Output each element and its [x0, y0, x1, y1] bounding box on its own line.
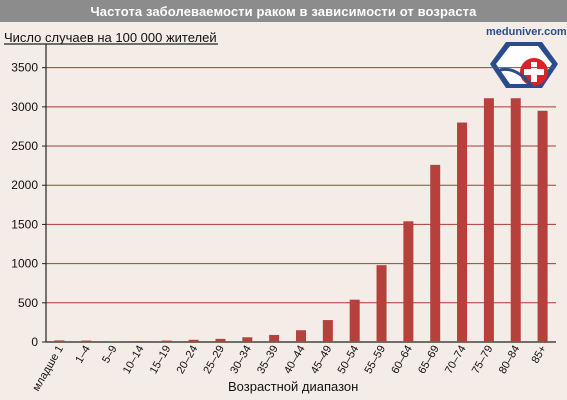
x-axis-label: Возрастной диапазон — [228, 379, 359, 394]
bar-11 — [322, 320, 333, 342]
bar-13 — [376, 265, 387, 342]
bar-10 — [296, 330, 306, 342]
x-tick-label: 15–19 — [148, 344, 174, 376]
meduniver-logo-icon — [490, 42, 558, 88]
bar-16 — [457, 122, 468, 342]
x-tick-label: 1–4 — [73, 344, 93, 366]
x-tick-label: 5–9 — [100, 344, 120, 366]
x-tick-label: 45–49 — [309, 344, 335, 376]
y-axis-label: Число случаев на 100 000 жителей — [4, 30, 217, 45]
bar-3 — [108, 341, 119, 342]
x-tick-label: 85+ — [529, 344, 549, 366]
x-tick-label: 25–29 — [201, 344, 227, 376]
bar-4 — [134, 341, 145, 342]
chart-title: Частота заболеваемости раком в зависимос… — [0, 0, 567, 22]
bar-5 — [161, 340, 172, 342]
bar-15 — [430, 164, 441, 342]
x-tick-label: младше 1 — [30, 344, 66, 394]
bar-2 — [81, 340, 92, 342]
bar-1 — [54, 340, 65, 342]
y-tick-label: 500 — [18, 296, 38, 310]
bar-6 — [188, 339, 199, 342]
bar-14 — [403, 221, 414, 342]
logo-text: meduniver.com — [486, 26, 567, 38]
x-tick-label: 30–34 — [228, 344, 254, 376]
x-tick-label: 35–39 — [255, 344, 281, 376]
bar-8 — [242, 337, 253, 342]
bar-9 — [269, 334, 280, 342]
y-tick-label: 3000 — [11, 100, 38, 114]
x-tick-label: 70–74 — [443, 344, 469, 376]
x-tick-label: 65–69 — [416, 344, 442, 376]
y-tick-label: 3500 — [11, 61, 38, 75]
x-tick-label: 55–59 — [362, 344, 388, 376]
x-tick-label: 80–84 — [497, 344, 523, 376]
x-tick-label: 75–79 — [470, 344, 496, 376]
x-tick-label: 10–14 — [121, 344, 147, 376]
bar-12 — [349, 299, 360, 342]
x-tick-label: 50–54 — [336, 344, 362, 376]
y-tick-label: 1000 — [11, 257, 38, 271]
bar-18 — [510, 98, 521, 342]
bar-17 — [483, 98, 494, 342]
y-tick-label: 1500 — [11, 217, 38, 231]
x-tick-label: 60–64 — [389, 344, 415, 376]
y-tick-label: 2500 — [11, 139, 38, 153]
bar-19 — [537, 110, 548, 342]
y-tick-label: 0 — [31, 335, 38, 349]
x-tick-label: 20–24 — [175, 344, 201, 376]
bar-7 — [215, 338, 226, 342]
y-tick-label: 2000 — [11, 178, 38, 192]
x-tick-label: 40–44 — [282, 344, 308, 376]
